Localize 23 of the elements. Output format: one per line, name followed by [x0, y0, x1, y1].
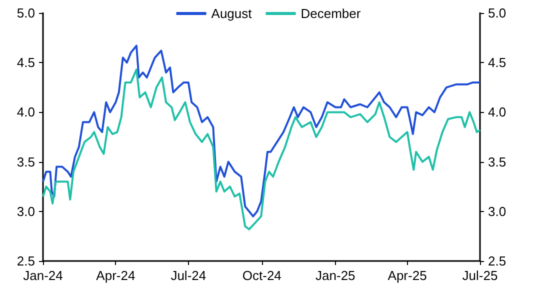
y2-tick-label: 2.5	[488, 254, 506, 268]
legend-label: August	[211, 6, 252, 21]
y-tick-label: 4.0	[16, 104, 35, 120]
line-series	[42, 44, 481, 218]
y2-tick-label: 3.5	[488, 154, 506, 170]
x-tick-label: Jan-24	[23, 268, 63, 283]
y-tick-label: 3.5	[16, 154, 35, 170]
y-tick-label: 4.5	[16, 55, 35, 70]
y-tick-label: 3.0	[16, 204, 35, 219]
legend-label: December	[300, 6, 362, 21]
y-tick-label: 5.0	[16, 6, 35, 20]
y2-tick-label: 4.0	[488, 104, 506, 120]
y2-tick-label: 4.5	[488, 55, 506, 70]
x-tick-label: Apr-25	[388, 268, 427, 283]
x-tick-label: Jan-25	[316, 268, 356, 283]
x-tick-label: Jul-24	[170, 268, 206, 283]
x-tick-label: Jul-25	[462, 268, 498, 283]
line-series	[42, 68, 481, 230]
x-tick-label: Apr-24	[96, 268, 136, 283]
y2-tick-label: 5.0	[488, 6, 506, 20]
y2-tick-label: 3.0	[488, 204, 506, 219]
y-tick-label: 2.5	[16, 254, 35, 268]
x-tick-label: Oct-24	[242, 268, 282, 283]
